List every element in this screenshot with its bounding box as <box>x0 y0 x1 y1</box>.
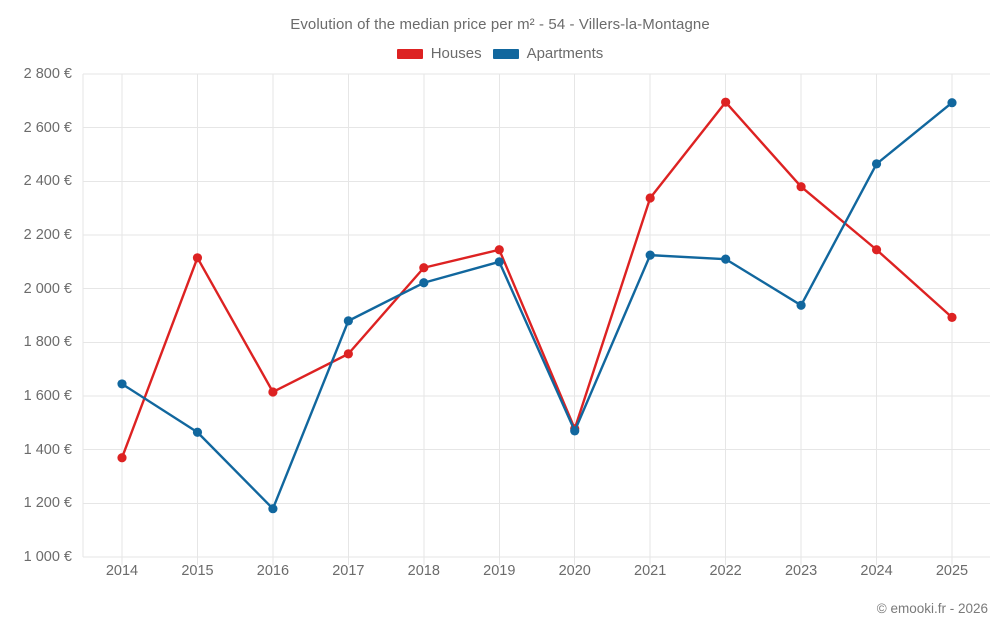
chart-title: Evolution of the median price per m² - 5… <box>290 16 710 33</box>
y-axis-tick-label: 2 800 € <box>23 66 72 82</box>
data-point-apartments-2023[interactable] <box>796 300 806 310</box>
chart-legend: Houses Apartments <box>0 45 1000 62</box>
data-point-apartments-2025[interactable] <box>947 98 957 108</box>
data-point-apartments-2019[interactable] <box>494 257 504 267</box>
legend-item-apartments[interactable]: Apartments <box>492 45 604 62</box>
data-point-apartments-2015[interactable] <box>192 427 203 437</box>
y-axis-tick-label: 2 000 € <box>23 280 72 297</box>
x-axis-tick-label: 2021 <box>634 563 667 579</box>
y-axis-tick-label: 1 600 € <box>23 388 72 404</box>
x-axis-tick-label: 2023 <box>784 563 818 579</box>
data-point-apartments-2014[interactable] <box>117 379 127 389</box>
y-axis-tick-label: 1 000 € <box>23 549 72 565</box>
data-point-houses-2021[interactable] <box>645 193 655 203</box>
y-axis-tick-label: 1 400 € <box>23 441 72 458</box>
x-axis-tick-label: 2016 <box>256 563 290 579</box>
data-point-apartments-2024[interactable] <box>871 159 882 169</box>
legend-swatch-icon <box>492 48 519 59</box>
y-axis-tick-label: 2 600 € <box>23 119 72 136</box>
x-axis-tick-label: 2022 <box>709 563 742 579</box>
x-axis-tick-label: 2020 <box>558 563 591 579</box>
data-point-houses-2014[interactable] <box>117 453 127 463</box>
data-point-apartments-2022[interactable] <box>721 254 731 264</box>
x-axis-tick-label: 2017 <box>332 563 365 579</box>
data-point-apartments-2021[interactable] <box>645 250 655 260</box>
x-axis-tick-label: 2018 <box>407 563 440 579</box>
data-point-houses-2018[interactable] <box>419 263 429 273</box>
y-axis-tick-label: 2 200 € <box>23 227 72 243</box>
chart-credit: © emooki.fr - 2026 <box>876 601 988 616</box>
data-point-houses-2016[interactable] <box>268 387 278 397</box>
x-axis-tick-label: 2025 <box>935 563 969 579</box>
data-point-apartments-2018[interactable] <box>419 278 429 288</box>
data-point-apartments-2017[interactable] <box>343 316 353 326</box>
series-group <box>117 97 957 514</box>
x-axis-tick-label: 2015 <box>181 563 214 579</box>
data-point-apartments-2016[interactable] <box>268 504 278 514</box>
data-point-houses-2024[interactable] <box>871 245 882 255</box>
data-point-houses-2015[interactable] <box>192 253 203 263</box>
y-axis-tick-label: 1 800 € <box>23 334 72 351</box>
y-axis-tick-label: 2 400 € <box>23 173 72 190</box>
data-point-houses-2022[interactable] <box>721 97 731 107</box>
x-axis-tick-label: 2014 <box>105 563 139 579</box>
legend-swatch-icon <box>396 48 423 59</box>
legend-item-houses[interactable]: Houses <box>396 45 482 62</box>
data-point-houses-2017[interactable] <box>343 349 353 359</box>
x-axis-tick-label: 2019 <box>483 563 516 579</box>
series-line-houses <box>120 100 954 459</box>
data-point-houses-2023[interactable] <box>796 182 806 192</box>
series-line-apartments <box>120 101 954 510</box>
data-point-apartments-2020[interactable] <box>570 426 580 436</box>
x-axis-tick-label: 2024 <box>860 563 893 579</box>
y-axis-tick-label: 1 200 € <box>23 495 72 512</box>
data-point-houses-2025[interactable] <box>947 312 957 322</box>
grid-lines <box>82 73 990 565</box>
legend-item-label: Houses <box>430 45 482 62</box>
legend-item-label: Apartments <box>526 45 604 62</box>
data-point-houses-2019[interactable] <box>494 245 504 255</box>
